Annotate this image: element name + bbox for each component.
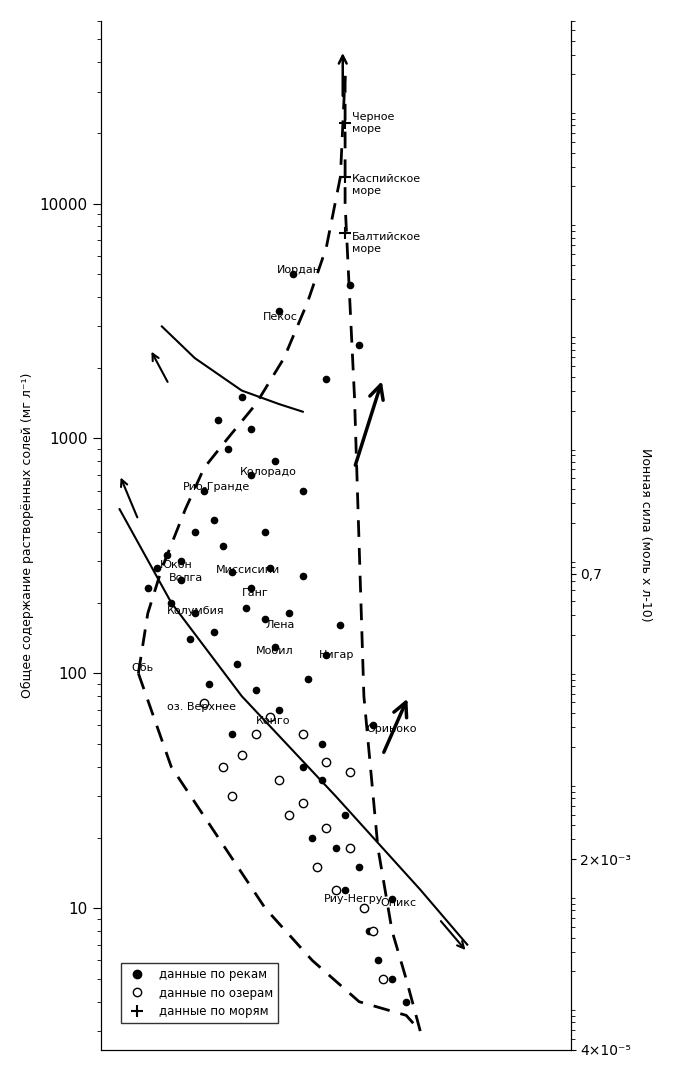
- Text: Миссисипи: Миссисипи: [216, 565, 280, 575]
- Text: Волга: Волга: [169, 573, 203, 583]
- Text: Мобил: Мобил: [256, 645, 293, 656]
- Text: Иордан: Иордан: [277, 265, 321, 275]
- Text: оз. Верхнее: оз. Верхнее: [166, 701, 236, 712]
- Text: Каспийское
море: Каспийское море: [352, 174, 421, 195]
- Legend: данные по рекам, данные по озерам, данные по морям: данные по рекам, данные по озерам, данны…: [120, 962, 277, 1023]
- Text: Конго: Конго: [256, 715, 290, 725]
- Text: Ганг: Ганг: [242, 588, 269, 598]
- Text: Рио-Гранде: Рио-Гранде: [183, 482, 250, 492]
- Text: Лена: Лена: [265, 620, 295, 630]
- Y-axis label: Ионная сила (моль х л-10): Ионная сила (моль х л-10): [639, 449, 652, 623]
- Text: Обь: Обь: [131, 664, 153, 673]
- Text: Черное
море: Черное море: [352, 112, 394, 134]
- Text: Колорадо: Колорадо: [240, 467, 296, 477]
- Text: Юкон: Юкон: [160, 560, 192, 570]
- Text: Нигар: Нигар: [319, 650, 355, 659]
- Text: Ориноко: Ориноко: [366, 724, 417, 734]
- Y-axis label: Общее содержание растворённых солей (мг л⁻¹): Общее содержание растворённых солей (мг …: [21, 372, 34, 698]
- Text: Балтийское
море: Балтийское море: [352, 232, 421, 254]
- Text: Оникс: Оникс: [380, 899, 417, 909]
- Text: Риу-Негру: Риу-Негру: [324, 893, 384, 903]
- Text: Колумбия: Колумбия: [166, 605, 224, 616]
- Text: Пекос: Пекос: [263, 312, 297, 322]
